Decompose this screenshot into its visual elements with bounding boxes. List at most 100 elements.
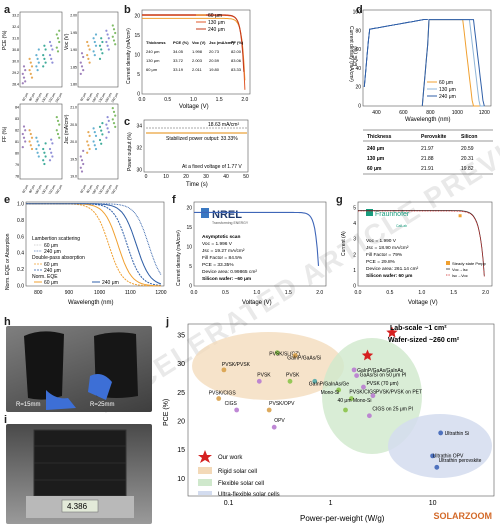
d-table-header: Thickness: [367, 134, 392, 140]
a-point: [24, 69, 27, 72]
a-point: [106, 127, 109, 130]
a-point: [88, 61, 91, 64]
j-legend-ourwork: Our work: [218, 455, 243, 461]
j-point: [343, 407, 348, 413]
f-xtick: 0.0: [191, 290, 198, 296]
d-table-cell: 21.91: [421, 166, 434, 172]
a-point: [22, 65, 26, 68]
a-category: 150 μm: [48, 92, 57, 104]
g-ytick: 5: [353, 206, 356, 212]
a-sub1-ytick: 2.00: [70, 14, 77, 18]
e-legend: Lambertion scattering 60 μm 240 μm Doubl…: [32, 236, 119, 286]
fraunhofer-logo-mark: [366, 209, 373, 216]
nrel-logo-mark: [201, 208, 209, 218]
a-point: [86, 54, 89, 57]
a-category: 100 μm: [91, 184, 100, 194]
j-point: [351, 367, 357, 373]
j-point: [349, 396, 354, 401]
a-point: [79, 72, 82, 75]
a-point: [105, 29, 108, 32]
a-point: [30, 147, 34, 151]
j-point-label: PVSK: [257, 372, 271, 378]
j-point-label: PVSK/CIGS: [349, 390, 377, 396]
a-point: [111, 118, 114, 121]
a-point: [105, 136, 108, 139]
g-xtick: 1.5: [450, 290, 457, 296]
e-legend-group-1: Lambertion scattering: [32, 236, 80, 242]
nrel-logo-sub: Transforming ENERGY: [212, 221, 249, 225]
panel-c-plot: Power output (%) Time (s) 18.63 mA/cm² S…: [127, 119, 249, 188]
b-legend: 60 μm 130 μm 240 μm: [196, 13, 225, 33]
d-table-cell: 60 μm: [367, 166, 382, 172]
a-point: [114, 31, 117, 35]
a-point: [93, 131, 96, 134]
a-point: [55, 46, 58, 49]
j-point: [361, 384, 366, 390]
a-voc-ylabel: Voc (V): [64, 33, 70, 50]
a-point: [107, 48, 110, 51]
a-point: [29, 144, 32, 147]
a-point: [28, 57, 31, 60]
a-sub2-ytick: 82: [15, 129, 19, 133]
b-table-cell: 82.00: [231, 49, 242, 54]
a-pce-frame: [19, 11, 63, 88]
a-category: 150 μm: [104, 184, 113, 194]
j-point-label: GaAs/Si on 50 μm PI: [360, 373, 407, 379]
a-point: [48, 159, 52, 162]
a-point: [43, 151, 46, 154]
scale-illustration: 4.386: [26, 429, 134, 518]
b-legend-60: 60 μm: [208, 13, 222, 19]
j-point: [336, 387, 342, 393]
a-point: [36, 69, 39, 72]
a-point: [82, 162, 85, 166]
a-point: [50, 44, 53, 47]
b-xtick: 1.0: [190, 97, 197, 103]
j-point-label: Mono-Si: [321, 390, 340, 396]
a-point: [87, 44, 90, 47]
e-legend-item-2: 240 μm: [44, 249, 61, 255]
a-sub0-ytick: 33.2: [12, 14, 19, 18]
b-table-cell: 83.33: [231, 67, 242, 72]
f-xtick: 2.0: [316, 290, 323, 296]
j-point-label: PVSK/CIGS: [209, 391, 237, 397]
a-point: [44, 155, 47, 158]
a-point: [107, 131, 110, 134]
a-category: 100 μm: [34, 184, 43, 194]
d-perovskite-eqe: [363, 19, 428, 87]
d-legend-240: 240 μm: [439, 94, 456, 100]
a-point: [88, 147, 91, 151]
j-point: [234, 407, 240, 413]
d-table-header: Perovskite: [421, 134, 447, 140]
b-table-cell: 130 μm: [146, 58, 160, 63]
d-perovskite-eqe: [363, 19, 428, 87]
b-table-cell: 20.59: [209, 58, 220, 63]
a-point: [55, 129, 58, 132]
glove-left: [46, 390, 76, 410]
a-sub0-ytick: 29.2: [12, 71, 19, 75]
f-param: Asymptotic scan: [202, 234, 240, 240]
scale-reading: 4.386: [67, 502, 88, 511]
bent-cell-photos: R=15mm R=25mm: [6, 326, 152, 412]
a-point: [21, 82, 24, 85]
b-table-cell: 33.72: [173, 58, 184, 63]
f-jv-curve: [194, 211, 320, 266]
e-ytick: 0.2: [17, 267, 24, 273]
a-sub0-ytick: 32.4: [12, 25, 19, 29]
f-xlabel: Voltage (V): [242, 300, 272, 306]
a-point: [94, 44, 98, 47]
a-point: [111, 24, 114, 27]
d-xtick: 800: [426, 110, 435, 116]
g-param: PCE = 29.8%: [366, 259, 396, 265]
e-frame: [25, 201, 165, 287]
a-point: [56, 50, 60, 53]
g-param: Fill Factor = 79%: [366, 252, 403, 258]
j-xtick: 1: [329, 500, 333, 507]
j-point-label: GaInP/GaAs/Si: [287, 356, 321, 362]
e-xtick: 800: [34, 290, 43, 296]
a-point: [98, 44, 102, 47]
a-point: [100, 48, 103, 51]
panel-b-label: b: [124, 4, 131, 16]
b-frame: [141, 9, 251, 95]
g-pmpp-point: [458, 214, 462, 218]
nrel-logo: NREL Transforming ENERGY: [201, 208, 249, 225]
